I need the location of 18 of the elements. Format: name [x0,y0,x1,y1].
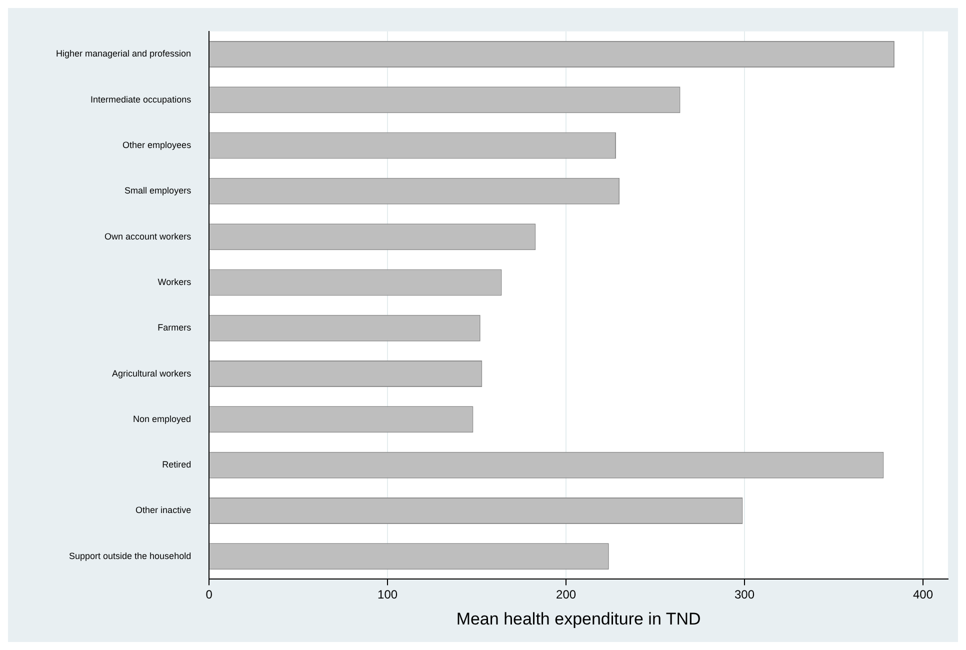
y-tick-label: Retired [162,460,192,470]
y-tick-label: Farmers [158,322,192,333]
x-axis-title: Mean health expenditure in TND [456,609,701,628]
y-tick-label: Other employees [122,140,192,150]
y-tick-label: Other inactive [136,505,192,516]
x-tick-label: 400 [912,588,934,602]
y-tick-label: Own account workers [104,231,192,242]
y-tick-label: Workers [158,276,192,287]
y-tick-label: Small employers [124,186,192,196]
x-tick-label: 0 [206,588,213,602]
y-tick-label: Non employed [133,414,192,424]
x-tick-label: 300 [734,588,755,602]
y-tick-label: Intermediate occupations [90,94,192,104]
y-tick-label: Support outside the household [68,550,192,561]
x-tick-label: 100 [378,588,398,602]
x-tick-label: 200 [556,588,576,602]
y-tick-label: Higher managerial and profession [56,48,192,59]
y-tick-label: Agricultural workers [112,368,192,378]
